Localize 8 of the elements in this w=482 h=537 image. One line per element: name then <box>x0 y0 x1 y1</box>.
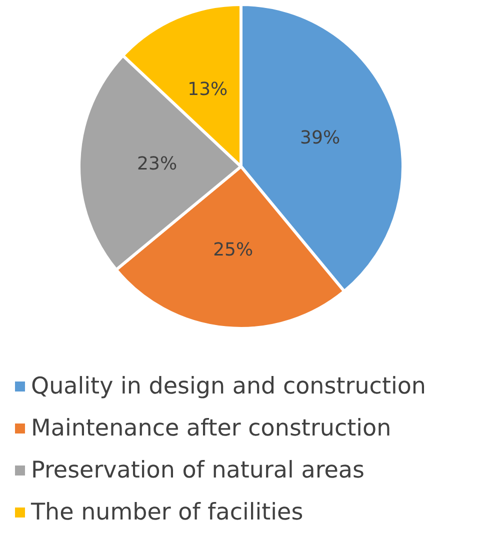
legend-label: Quality in design and construction <box>31 374 426 400</box>
data-label: 39% <box>300 128 340 149</box>
legend-label: Preservation of natural areas <box>31 458 364 484</box>
data-label: 25% <box>213 240 254 261</box>
data-label: 13% <box>188 78 228 100</box>
data-label: 23% <box>137 153 178 174</box>
legend-label: Maintenance after construction <box>31 416 392 442</box>
legend-label: The number of facilities <box>30 500 304 526</box>
